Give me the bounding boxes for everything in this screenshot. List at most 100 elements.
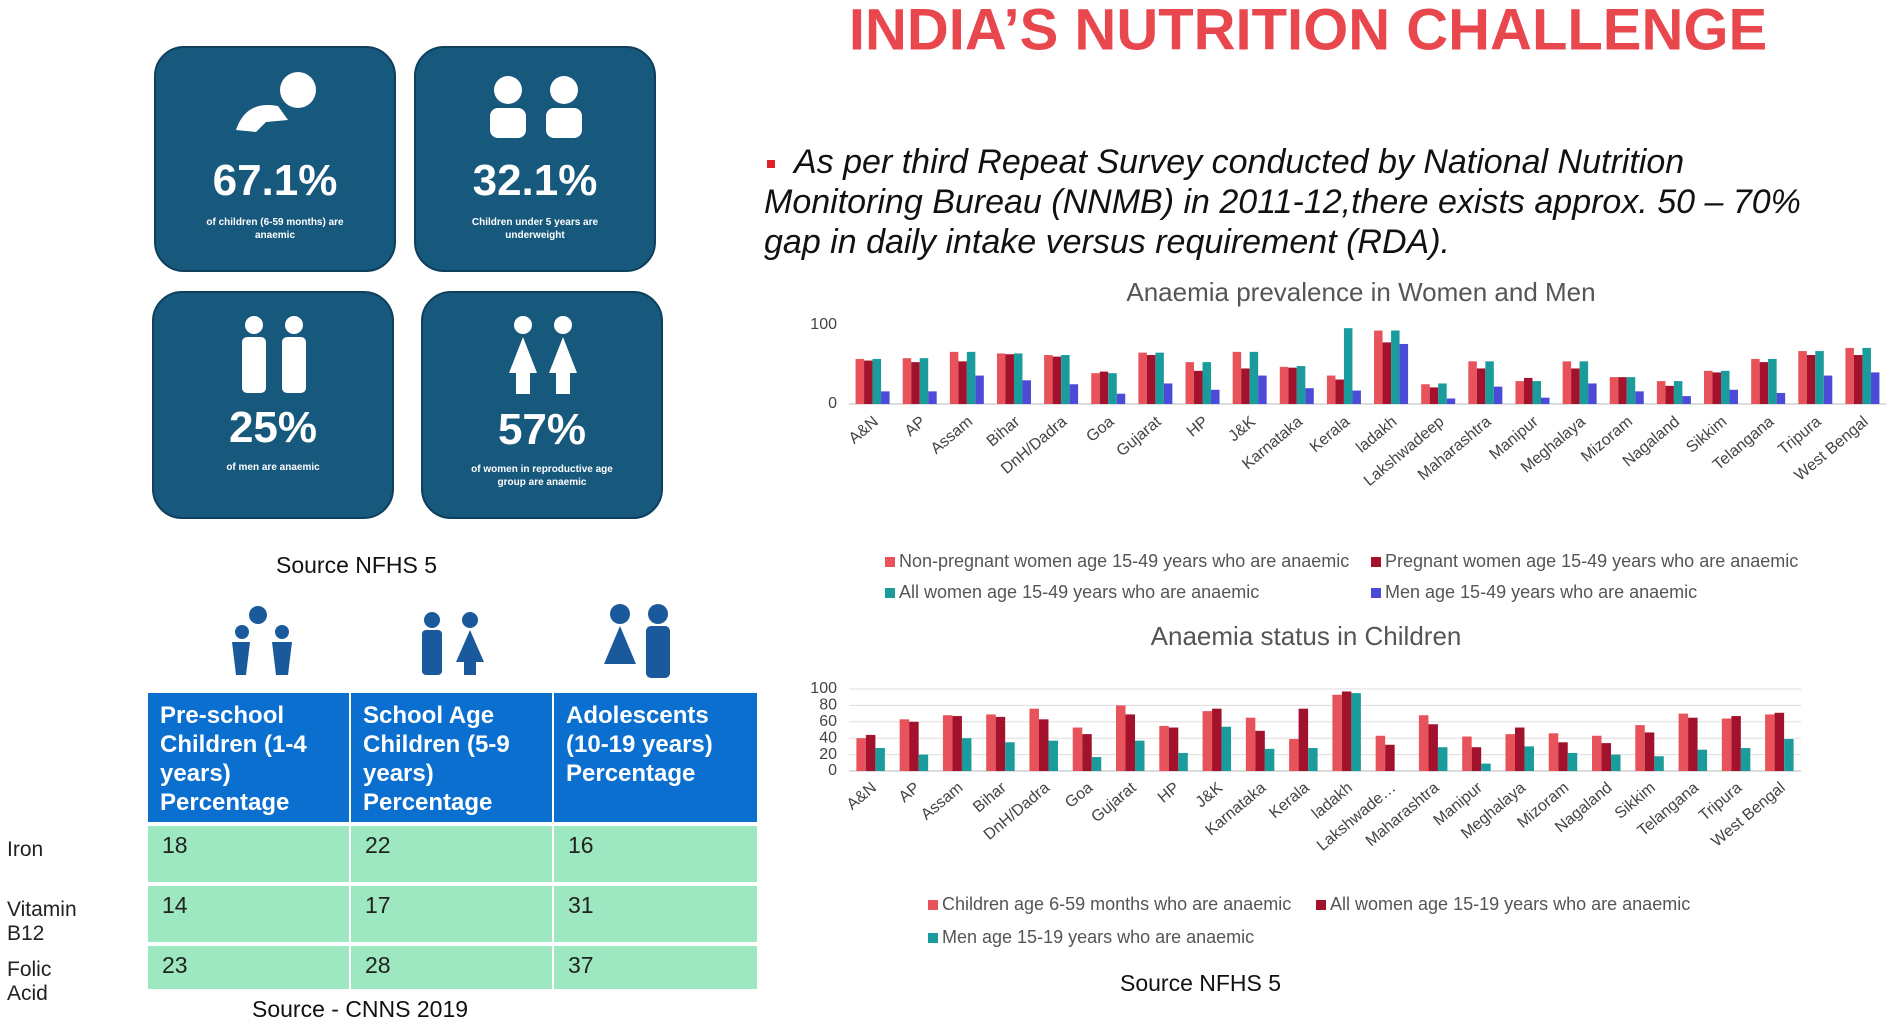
bar [1069, 384, 1079, 404]
x-tick-label: Kerala [1266, 779, 1312, 822]
bar [1784, 739, 1794, 771]
x-tick-label: Gujarat [1088, 779, 1140, 826]
x-tick-label: Assam [928, 413, 976, 457]
bar [1202, 711, 1213, 771]
table-cell: 22 [351, 826, 552, 882]
bar [1048, 740, 1058, 771]
bar [1044, 355, 1053, 404]
stat-caption: of women in reproductive age group are a… [471, 464, 613, 488]
bar [909, 721, 919, 771]
bar [1853, 355, 1863, 404]
x-tick-label: HP [1155, 779, 1183, 806]
bar [1567, 752, 1578, 771]
y-tick-label: 40 [819, 729, 837, 746]
bar [975, 375, 984, 404]
table-cell: 31 [554, 886, 757, 942]
bar [1185, 362, 1195, 404]
x-tick-label: Kerala [1307, 413, 1353, 456]
bar [1468, 361, 1477, 404]
bar [1288, 367, 1297, 404]
legend-swatch [1316, 900, 1326, 910]
bar [1038, 719, 1049, 771]
legend-label: All women age 15-49 years who are anaemi… [899, 582, 1259, 602]
x-tick-label: HP [1184, 413, 1212, 440]
legend-swatch [885, 557, 895, 567]
bar [1493, 386, 1503, 404]
bar [1125, 714, 1136, 771]
bar [1138, 352, 1147, 404]
x-tick-label: Gujarat [1114, 413, 1166, 460]
bar [1644, 732, 1655, 771]
bar [1635, 391, 1644, 404]
bar [1116, 393, 1126, 404]
bar [1052, 356, 1062, 404]
table-header: Adolescents (10-19 years) Percentage [554, 693, 757, 822]
bar [1562, 361, 1572, 404]
x-tick-label: AP [902, 413, 929, 440]
bar [1588, 383, 1597, 404]
bar [1332, 694, 1342, 771]
x-tick-label: J&K [1193, 779, 1227, 811]
stat-value: 25% [228, 403, 318, 452]
bar [1870, 372, 1880, 404]
bar [1335, 379, 1344, 404]
bar [1168, 727, 1179, 771]
bar [942, 715, 953, 771]
table-cell: 14 [148, 886, 349, 942]
bar [1341, 691, 1352, 771]
bar [1391, 330, 1400, 404]
bar [1437, 747, 1448, 771]
stat-value: 32.1% [472, 156, 598, 205]
bar [1255, 730, 1265, 771]
x-tick-label: A&N [846, 413, 882, 447]
bar [1774, 712, 1785, 771]
bar [1352, 390, 1361, 404]
bar [1721, 370, 1730, 404]
bar [1022, 380, 1031, 404]
bar [1429, 387, 1439, 404]
bar [1385, 744, 1395, 771]
bar [1806, 355, 1816, 404]
bar [1729, 389, 1739, 404]
x-tick-label: Bihar [984, 413, 1024, 450]
stat-caption: Children under 5 years are underweight [471, 217, 599, 241]
bar [1618, 377, 1627, 404]
bar [1721, 718, 1732, 771]
bar [1245, 717, 1256, 771]
bar [1514, 727, 1525, 771]
bar [1428, 724, 1438, 771]
bar [1146, 355, 1156, 404]
legend-label: All women age 15-19 years who are anaemi… [1330, 894, 1690, 914]
table-icons [232, 604, 670, 678]
bar [1298, 708, 1309, 771]
bar [1382, 342, 1392, 404]
bar [1116, 705, 1126, 771]
legend-label: Men age 15-49 years who are anaemic [1385, 582, 1697, 602]
y-tick-label: 80 [819, 697, 837, 714]
stat-card: 25% of men are anaemic [152, 291, 394, 519]
bar [1375, 735, 1386, 771]
bar [1212, 708, 1222, 771]
bar [1481, 763, 1491, 771]
bar [952, 716, 962, 771]
bar [918, 754, 929, 771]
bar [928, 391, 937, 404]
stat-card: 67.1% of children (6-59 months) are anae… [154, 46, 396, 272]
legend-swatch [1371, 588, 1381, 598]
bar [1751, 358, 1760, 404]
legend-swatch [1371, 557, 1381, 567]
bar [1515, 381, 1524, 404]
bar [1523, 377, 1533, 404]
stat-caption: of children (6-59 months) are anaemic [206, 217, 344, 241]
bar [1005, 742, 1015, 771]
bar [1163, 383, 1173, 404]
bar [995, 716, 1006, 771]
chart-title: Anaemia prevalence in Women and Men [1126, 277, 1595, 307]
bar [1532, 381, 1541, 404]
stat-value: 67.1% [212, 156, 338, 205]
bar [986, 714, 996, 771]
x-tick-label: Goa [1083, 413, 1117, 446]
legend-label: Non-pregnant women age 15-49 years who a… [899, 551, 1349, 571]
y-tick-label: 100 [810, 680, 837, 697]
